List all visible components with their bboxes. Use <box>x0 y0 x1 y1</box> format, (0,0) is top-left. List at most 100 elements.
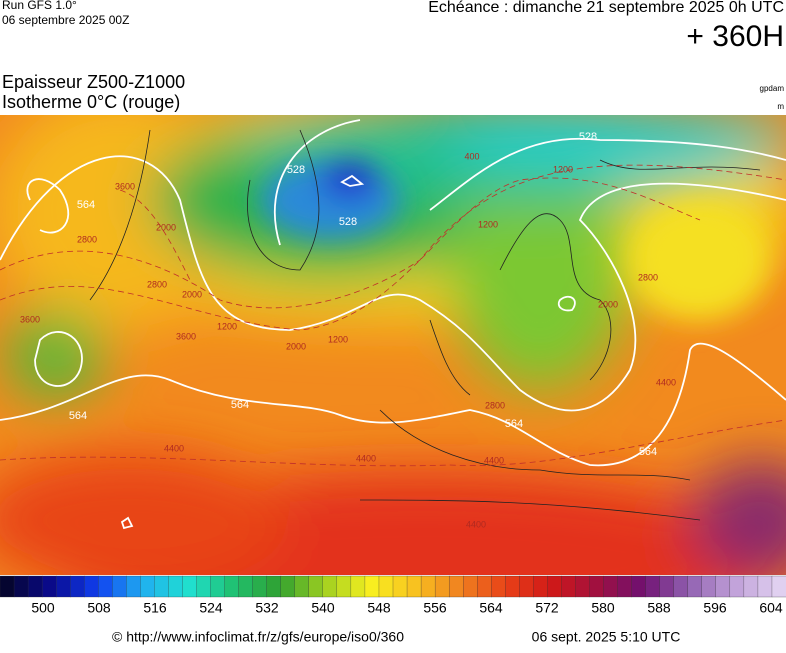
contour-label: 1200 <box>478 219 498 229</box>
run: Run GFS 1.0° <box>2 0 77 12</box>
color-swatch <box>154 575 169 598</box>
contour-label: 1200 <box>217 321 237 331</box>
color-swatch <box>771 575 786 598</box>
contour-label: 528 <box>287 164 305 176</box>
color-swatch <box>729 575 745 598</box>
color-swatch <box>322 575 338 598</box>
color-swatch <box>603 575 619 598</box>
contour-label: 4400 <box>466 519 486 529</box>
contour-label: 3600 <box>115 181 135 191</box>
color-swatch <box>140 575 155 598</box>
contour-label: 2000 <box>182 289 202 299</box>
colorbar-tick-label: 572 <box>535 600 559 616</box>
color-swatch <box>617 575 633 598</box>
color-swatch <box>126 575 141 598</box>
contour-label: 2000 <box>598 299 618 309</box>
color-swatch <box>406 575 422 598</box>
colorbar-tick-label: 548 <box>367 600 391 616</box>
contour-label: 2800 <box>77 234 97 244</box>
contour-label: 2000 <box>286 341 306 351</box>
contour-label: 2800 <box>638 272 658 282</box>
unit: gpdam <box>760 84 785 93</box>
color-swatch <box>84 575 99 598</box>
color-swatch <box>168 575 183 598</box>
color-swatch <box>533 575 548 598</box>
color-swatch <box>224 575 240 598</box>
contour-label: 4400 <box>656 377 676 387</box>
color-swatch <box>645 575 661 598</box>
color-swatch <box>27 575 43 598</box>
contour-label: 2800 <box>147 279 167 289</box>
contour-label: 2000 <box>156 222 176 232</box>
contour-label: 564 <box>505 418 523 430</box>
color-swatch <box>364 575 380 598</box>
contour-label: 3600 <box>176 331 196 341</box>
color-swatch <box>701 575 717 598</box>
color-swatch <box>336 575 352 598</box>
field2: Isotherme 0°C (rouge) <box>2 92 180 112</box>
source: © http://www.infoclimat.fr/z/gfs/europe/… <box>112 629 404 645</box>
colorbar-tick-label: 556 <box>423 600 447 616</box>
color-swatch <box>477 575 492 598</box>
color-swatch <box>0 575 15 598</box>
color-swatch <box>743 575 759 598</box>
color-swatch <box>266 575 282 598</box>
color-swatch <box>70 575 85 598</box>
colorbar-tick-label: 540 <box>311 600 335 616</box>
color-swatch <box>41 575 57 598</box>
color-swatch <box>280 575 296 598</box>
color-swatch <box>210 575 226 598</box>
color-swatch <box>434 575 450 598</box>
color-swatch <box>547 575 562 598</box>
colorbar-tick-label: 532 <box>255 600 279 616</box>
color-swatch <box>98 575 113 598</box>
colorbar: 500 508 516 524 532 540 548 556 564 572 580 588 596 6… <box>0 575 786 616</box>
color-swatch <box>463 575 478 598</box>
contour-label: 528 <box>579 131 597 143</box>
lead-time: + 360H <box>686 20 784 53</box>
color-swatch <box>715 575 731 598</box>
contour-label: 400 <box>464 151 479 161</box>
color-swatch <box>687 575 703 598</box>
color-swatch <box>378 575 394 598</box>
color-swatch <box>420 575 436 598</box>
colorbar-tick-label: 524 <box>199 600 223 616</box>
color-swatch <box>448 575 464 598</box>
valid-time: Echéance : dimanche 21 septembre 2025 0h… <box>428 0 784 16</box>
color-swatch <box>757 575 773 598</box>
contour-label: 4400 <box>484 455 504 465</box>
timestamp: 06 sept. 2025 5:10 UTC <box>532 629 681 645</box>
color-swatch <box>673 575 689 598</box>
contour-label: 564 <box>639 446 657 458</box>
colorbar-tick-label: 588 <box>647 600 671 616</box>
contour-label: 564 <box>77 199 95 211</box>
color-swatch <box>491 575 506 598</box>
colorbar-tick-label: 580 <box>591 600 615 616</box>
color-swatch <box>561 575 576 598</box>
colorbar-tick-label: 516 <box>143 600 167 616</box>
map <box>0 115 786 575</box>
color-swatch <box>519 575 534 598</box>
color-swatch <box>659 575 675 598</box>
contour-label: 4400 <box>356 453 376 463</box>
color-swatch <box>294 575 310 598</box>
color-swatch <box>252 575 268 598</box>
contour-label: 2800 <box>485 400 505 410</box>
color-swatch <box>196 575 211 598</box>
color-swatch <box>589 575 604 598</box>
contour-label: 564 <box>231 399 249 411</box>
contour-label: 3600 <box>20 314 40 324</box>
color-swatch <box>392 575 408 598</box>
color-swatch <box>505 575 520 598</box>
contour-label: 564 <box>69 410 87 422</box>
color-swatch <box>308 575 324 598</box>
color-swatch <box>112 575 127 598</box>
color-swatch <box>55 575 71 598</box>
unit: m <box>777 102 784 111</box>
contour-label: 1200 <box>328 334 348 344</box>
contour-label: 4400 <box>164 443 184 453</box>
contour-label: 528 <box>339 216 357 228</box>
color-swatch <box>631 575 647 598</box>
field: Epaisseur Z500-Z1000 <box>2 72 185 92</box>
